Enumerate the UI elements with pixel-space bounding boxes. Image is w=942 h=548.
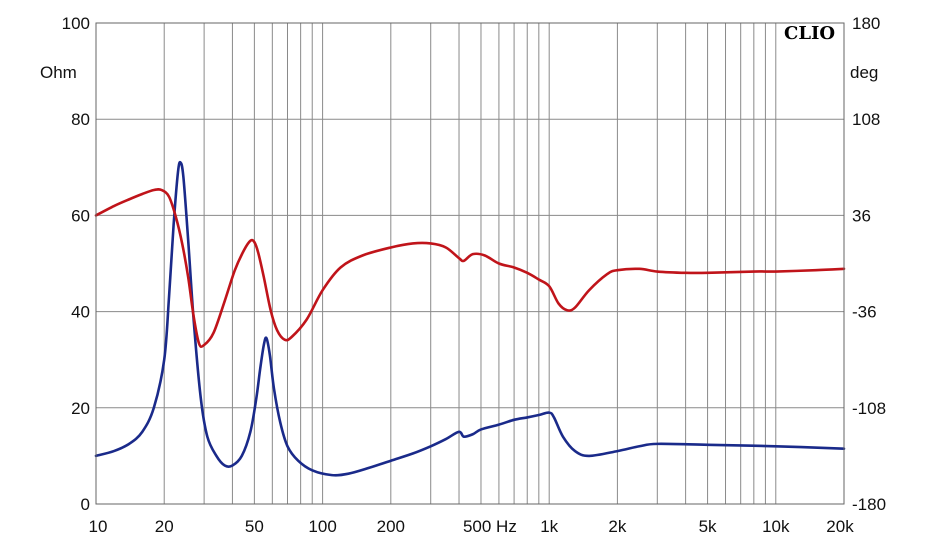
y-left-tick-label: 40 bbox=[71, 303, 90, 322]
y-right-tick-label: -36 bbox=[852, 303, 877, 322]
y-left-tick-label: 0 bbox=[81, 495, 90, 514]
grid-lines bbox=[95, 22, 845, 505]
y-right-tick-label: 180 bbox=[852, 14, 880, 33]
x-tick-label: 2k bbox=[608, 517, 626, 536]
y-left-tick-label: 80 bbox=[71, 110, 90, 129]
x-tick-label: 10 bbox=[89, 517, 108, 536]
curves bbox=[94, 160, 846, 477]
x-tick-label: 1k bbox=[540, 517, 558, 536]
y-right-tick-label: -108 bbox=[852, 399, 886, 418]
phase-curve bbox=[94, 188, 846, 349]
x-tick-label: 500 Hz bbox=[463, 517, 517, 536]
y-left-tick-label: 20 bbox=[71, 399, 90, 418]
plot-frame bbox=[95, 22, 845, 505]
x-tick-label: 200 bbox=[377, 517, 405, 536]
clio-brand-label: CLIO bbox=[784, 23, 835, 44]
axis-labels: 0 20 40 60 80 100 -180 -108 -36 36 108 180 10 20 50 100… bbox=[62, 14, 886, 536]
x-tick-label: 20k bbox=[826, 517, 854, 536]
y-right-unit-label: deg bbox=[850, 63, 878, 82]
y-left-tick-label: 100 bbox=[62, 14, 90, 33]
impedance-curve bbox=[94, 160, 846, 477]
y-right-tick-label: 36 bbox=[852, 206, 871, 225]
x-tick-label: 50 bbox=[245, 517, 264, 536]
y-left-unit-label: Ohm bbox=[40, 63, 77, 82]
y-right-tick-label: 108 bbox=[852, 110, 880, 129]
x-tick-label: 20 bbox=[155, 517, 174, 536]
x-tick-label: 100 bbox=[308, 517, 336, 536]
y-right-tick-label: -180 bbox=[852, 495, 886, 514]
x-tick-label: 10k bbox=[762, 517, 790, 536]
y-left-tick-label: 60 bbox=[71, 206, 90, 225]
x-tick-label: 5k bbox=[699, 517, 717, 536]
